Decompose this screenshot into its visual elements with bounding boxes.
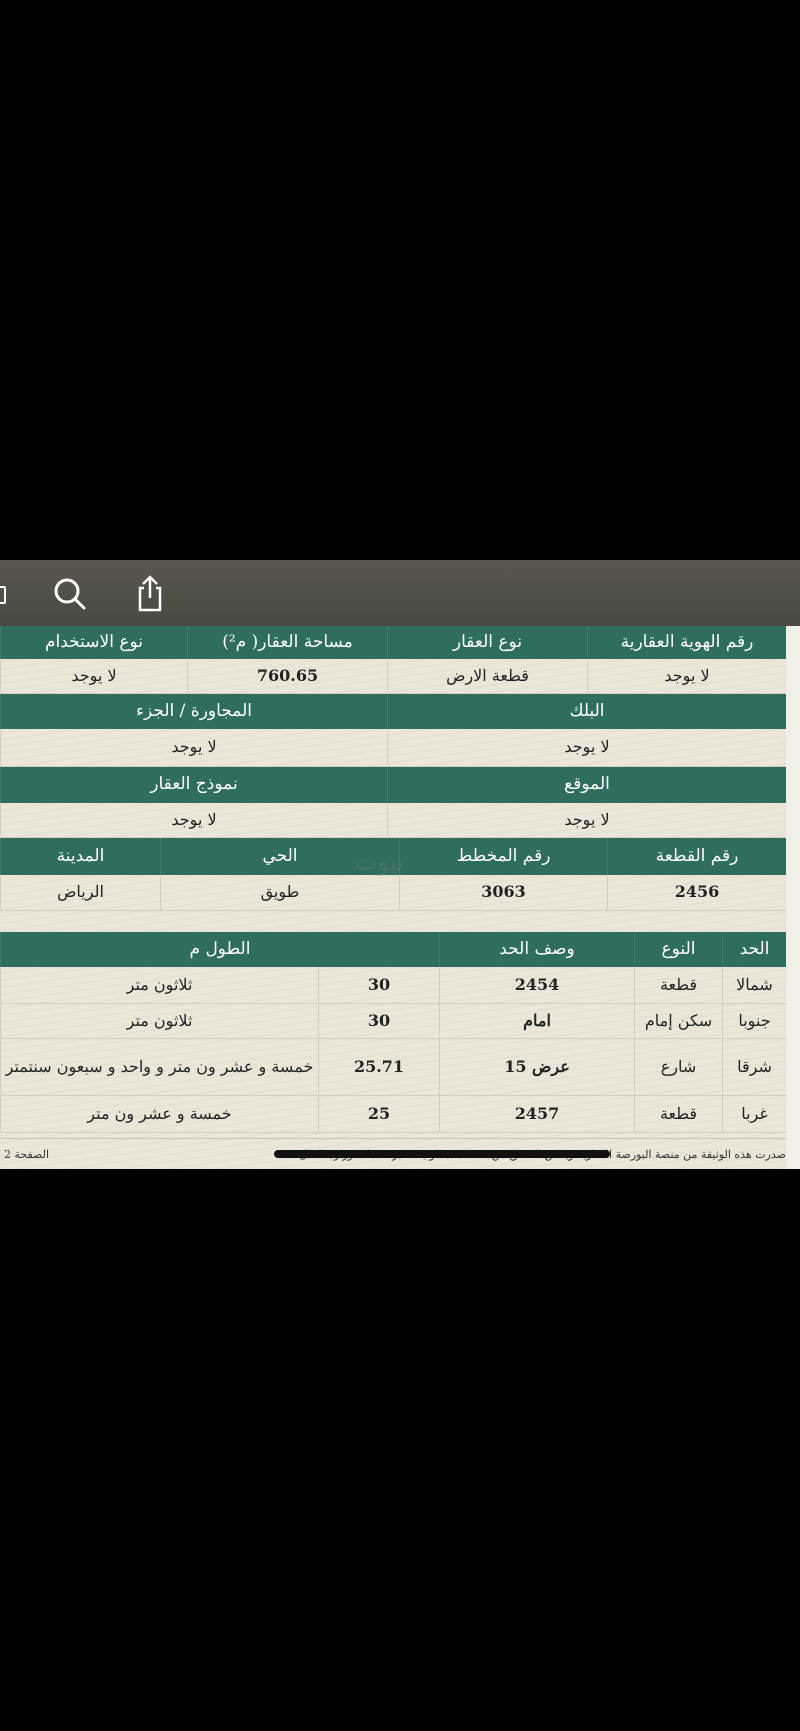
boundary-cell: ثلاثون متر (0, 967, 318, 1004)
header-cell: وصف الحد (439, 932, 634, 967)
boundaries-header-row: الحد النوع وصف الحد الطول م (0, 932, 786, 967)
header-cell: البلك (387, 694, 786, 729)
boundary-cell: شرقا (722, 1039, 786, 1096)
boundary-cell: عرض 15 (439, 1039, 634, 1096)
header-cell: الحد (722, 932, 786, 967)
table1-data-row-2: لا يوجد لا يوجد (0, 729, 786, 767)
header-cell: رقم الهوية العقارية (587, 626, 786, 659)
header-cell: النوع (634, 932, 722, 967)
value-cell: طويق (160, 875, 399, 911)
boundary-cell: ثلاثون متر (0, 1004, 318, 1039)
header-cell: نوع الاستخدام (0, 626, 187, 659)
value-cell: 2456 (607, 875, 786, 911)
table1-header-row-2: البلك المجاورة / الجزء (0, 694, 786, 729)
table1-data-row-4: 2456 3063 طويق الرياض (0, 875, 786, 911)
value-cell: لا يوجد (587, 659, 786, 694)
table1-header-row-4: رقم القطعة رقم المخطط الحي المدينة (0, 838, 786, 875)
value-cell: لا يوجد (0, 729, 387, 767)
value-cell: لا يوجد (387, 803, 786, 838)
table1-header-row-1: رقم الهوية العقارية نوع العقار مساحة الع… (0, 626, 786, 659)
value-cell: لا يوجد (0, 803, 387, 838)
boundary-cell: 30 (318, 967, 439, 1004)
header-cell: المدينة (0, 838, 160, 875)
search-icon[interactable] (50, 574, 90, 614)
header-cell: الموقع (387, 767, 786, 803)
table1-data-row-1: لا يوجد قطعة الارض 760.65 لا يوجد (0, 659, 786, 694)
boundary-row: شرقا شارع عرض 15 25.71 خمسة و عشر ون متر و و… (0, 1039, 786, 1096)
boundary-cell: 2457 (439, 1096, 634, 1133)
boundary-cell: جنوبا (722, 1004, 786, 1039)
boundary-cell: 25 (318, 1096, 439, 1133)
page-edge (786, 626, 800, 1169)
header-cell: رقم المخطط (399, 838, 607, 875)
boundary-cell: قطعة (634, 1096, 722, 1133)
boundary-cell: سكن إمام (634, 1004, 722, 1039)
watermark: بيوت (355, 848, 404, 876)
boundary-row: غربا قطعة 2457 25 خمسة و عشر ون متر (0, 1096, 786, 1133)
header-cell: نموذج العقار (0, 767, 387, 803)
value-cell: لا يوجد (0, 659, 187, 694)
deed-document: رقم الهوية العقارية نوع العقار مساحة الع… (0, 626, 800, 1169)
share-icon[interactable] (130, 574, 170, 614)
value-cell: 760.65 (187, 659, 387, 694)
boundary-cell: 30 (318, 1004, 439, 1039)
header-cell: مساحة العقار( م²) (187, 626, 387, 659)
value-cell: لا يوجد (387, 729, 786, 767)
header-cell: رقم القطعة (607, 838, 786, 875)
value-cell: الرياض (0, 875, 160, 911)
boundary-cell: 25.71 (318, 1039, 439, 1096)
partial-icon[interactable] (0, 586, 6, 604)
boundary-cell: قطعة (634, 967, 722, 1004)
header-cell: الطول م (0, 932, 439, 967)
value-cell: 3063 (399, 875, 607, 911)
table1-data-row-3: لا يوجد لا يوجد (0, 803, 786, 838)
viewer-toolbar (0, 560, 800, 626)
horizontal-scrollbar[interactable] (274, 1150, 610, 1158)
header-cell: المجاورة / الجزء (0, 694, 387, 729)
boundary-cell: شمالا (722, 967, 786, 1004)
boundary-cell: امام (439, 1004, 634, 1039)
header-cell: نوع العقار (387, 626, 587, 659)
header-cell: الحي (160, 838, 399, 875)
boundary-cell: غربا (722, 1096, 786, 1133)
boundary-cell: خمسة و عشر ون متر و واحد و سبعون سنتمتر (0, 1039, 318, 1096)
boundary-cell: خمسة و عشر ون متر (0, 1096, 318, 1133)
boundary-row: جنوبا سكن إمام امام 30 ثلاثون متر (0, 1004, 786, 1039)
boundary-cell: 2454 (439, 967, 634, 1004)
footer-divider (0, 1138, 786, 1139)
boundary-cell: شارع (634, 1039, 722, 1096)
page-number: الصفحة 2 (4, 1148, 50, 1161)
table1-header-row-3: الموقع نموذج العقار (0, 767, 786, 803)
boundary-row: شمالا قطعة 2454 30 ثلاثون متر (0, 967, 786, 1004)
value-cell: قطعة الارض (387, 659, 587, 694)
